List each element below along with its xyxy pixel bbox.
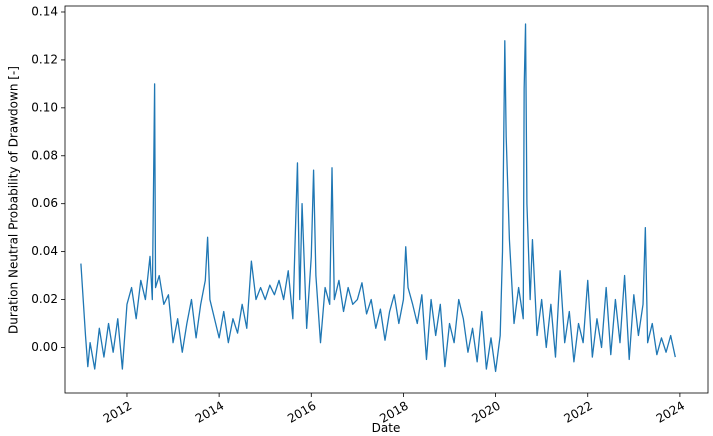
y-tick-label: 0.04 (31, 244, 58, 258)
y-tick-label: 0.02 (31, 292, 58, 306)
x-tick-label: 2020 (469, 399, 502, 426)
x-tick-label: 2022 (562, 399, 595, 426)
y-tick-label: 0.14 (31, 4, 58, 18)
plot-frame (64, 5, 709, 394)
x-tick-label: 2016 (285, 399, 318, 426)
x-tick-label: 2024 (654, 399, 687, 426)
x-tick-label: 2012 (101, 399, 134, 426)
y-tick-label: 0.10 (31, 100, 58, 114)
y-tick-label: 0.12 (31, 52, 58, 66)
data-line (80, 23, 676, 373)
y-tick-label: 0.00 (31, 340, 58, 354)
y-axis-label: Duration Neutral Probability of Drawdown… (7, 66, 21, 334)
x-axis-label: Date (372, 421, 401, 435)
y-tick-label: 0.08 (31, 148, 58, 162)
y-tick-label: 0.06 (31, 196, 58, 210)
x-tick-label: 2014 (193, 399, 226, 426)
